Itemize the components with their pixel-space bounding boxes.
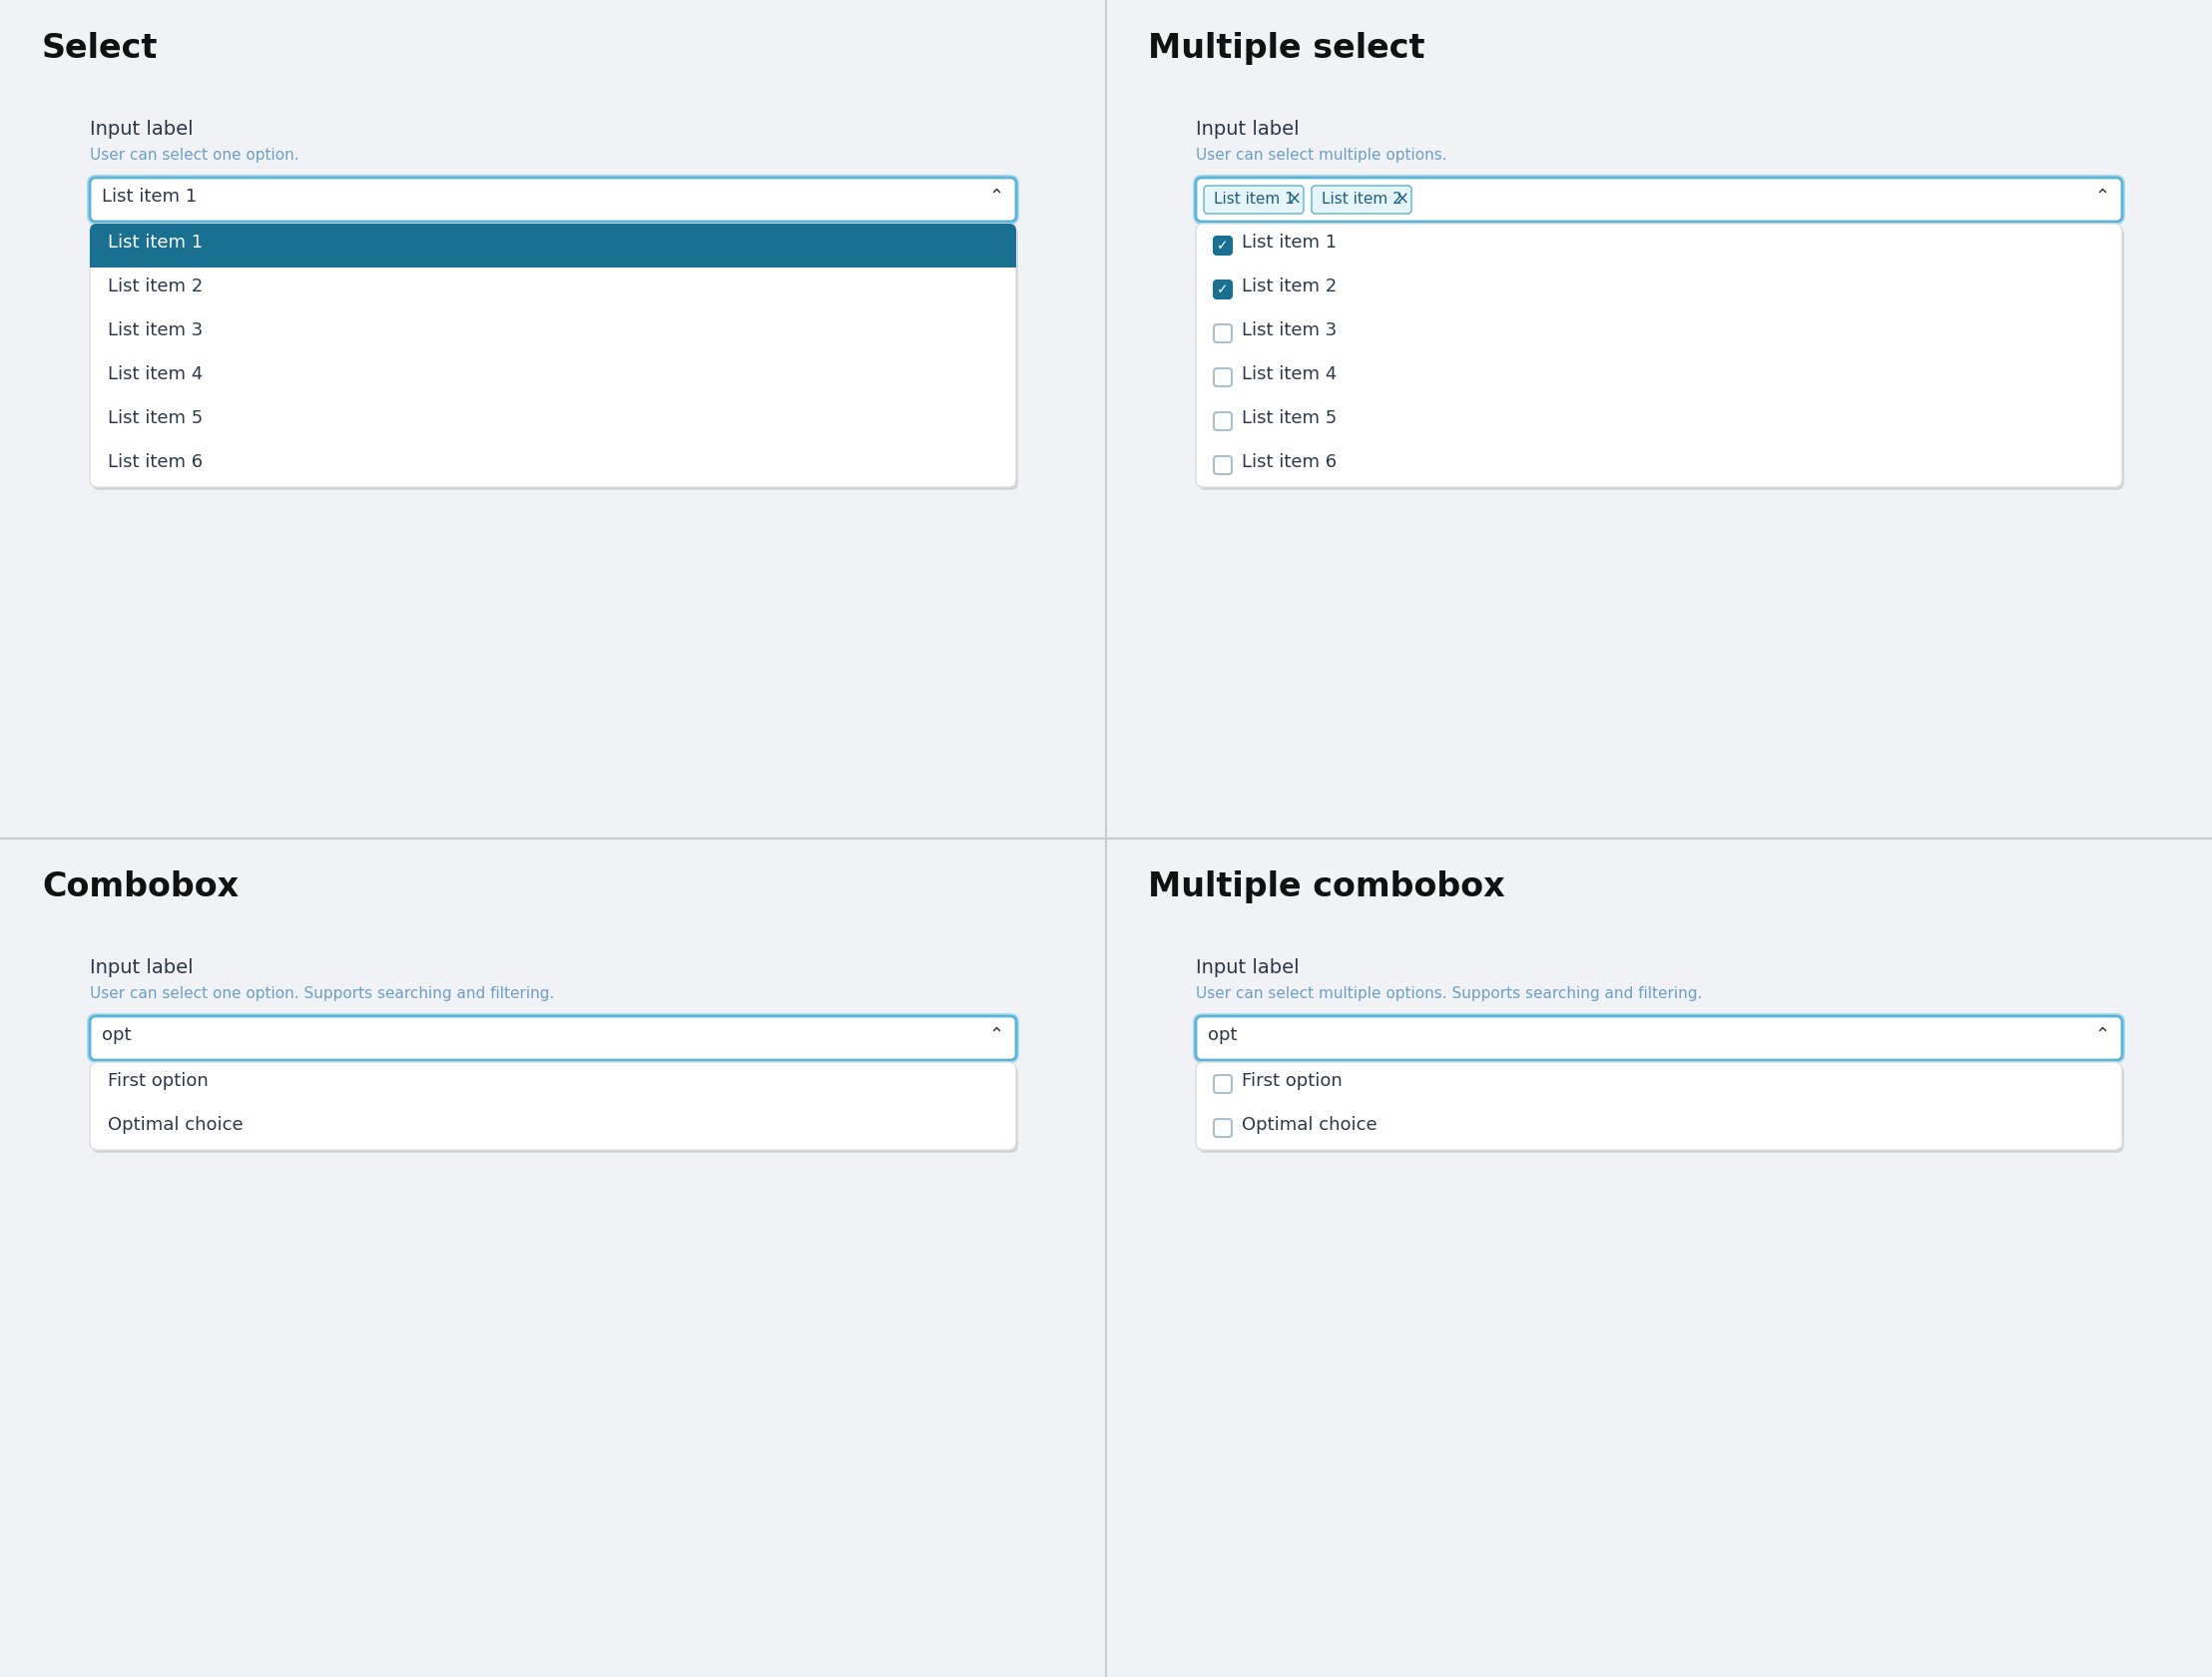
Text: List item 1: List item 1: [1241, 233, 1336, 252]
FancyBboxPatch shape: [1197, 1016, 2121, 1060]
Text: List item 4: List item 4: [108, 366, 204, 384]
Text: List item 3: List item 3: [108, 322, 204, 339]
Text: Input label: Input label: [91, 958, 192, 978]
Bar: [0, 838, 1106, 1677]
FancyBboxPatch shape: [1312, 186, 1411, 213]
Text: List item 1: List item 1: [108, 233, 204, 252]
Text: List item 6: List item 6: [108, 453, 204, 471]
Text: opt: opt: [1208, 1026, 1237, 1045]
Text: opt: opt: [102, 1026, 131, 1045]
FancyBboxPatch shape: [1214, 324, 1232, 342]
Bar: [91, 245, 1015, 268]
FancyBboxPatch shape: [91, 178, 1015, 221]
FancyBboxPatch shape: [1214, 1075, 1232, 1093]
Text: Input label: Input label: [91, 119, 192, 139]
Text: ×: ×: [1287, 191, 1301, 208]
FancyBboxPatch shape: [1214, 236, 1232, 255]
FancyBboxPatch shape: [1214, 369, 1232, 386]
Text: First option: First option: [1241, 1072, 1343, 1090]
FancyBboxPatch shape: [93, 226, 1018, 490]
FancyBboxPatch shape: [1199, 226, 2124, 490]
FancyBboxPatch shape: [91, 223, 1015, 486]
Text: List item 2: List item 2: [1321, 191, 1402, 206]
Text: List item 6: List item 6: [1241, 453, 1336, 471]
FancyBboxPatch shape: [1214, 280, 1232, 299]
FancyBboxPatch shape: [93, 1065, 1018, 1154]
Text: Optimal choice: Optimal choice: [108, 1115, 243, 1134]
FancyBboxPatch shape: [1197, 178, 2121, 221]
Text: List item 1: List item 1: [102, 188, 197, 206]
Bar: [0, 0, 1106, 838]
FancyBboxPatch shape: [91, 1016, 1015, 1060]
FancyBboxPatch shape: [86, 1013, 1020, 1063]
Text: ✓: ✓: [1217, 238, 1228, 253]
Text: Multiple combobox: Multiple combobox: [1148, 870, 1504, 904]
Text: List item 2: List item 2: [108, 277, 204, 295]
Text: ⌃: ⌃: [989, 188, 1004, 206]
Text: User can select multiple options.: User can select multiple options.: [1197, 148, 1447, 163]
Text: ×: ×: [1396, 191, 1409, 208]
Text: Input label: Input label: [1197, 958, 1298, 978]
Text: List item 4: List item 4: [1241, 366, 1336, 384]
Text: Multiple select: Multiple select: [1148, 32, 1425, 65]
Bar: [1106, 838, 2212, 1677]
Text: Select: Select: [42, 32, 157, 65]
Text: ⌃: ⌃: [2095, 1026, 2110, 1045]
FancyBboxPatch shape: [1197, 223, 2121, 486]
FancyBboxPatch shape: [1214, 456, 1232, 475]
Text: User can select one option.: User can select one option.: [91, 148, 299, 163]
FancyBboxPatch shape: [1197, 1062, 2121, 1150]
Text: ✓: ✓: [1217, 282, 1228, 297]
Text: List item 5: List item 5: [108, 409, 204, 428]
FancyBboxPatch shape: [1199, 1065, 2124, 1154]
Text: List item 5: List item 5: [1241, 409, 1336, 428]
FancyBboxPatch shape: [1192, 174, 2126, 225]
FancyBboxPatch shape: [1192, 1013, 2126, 1063]
Text: Input label: Input label: [1197, 119, 1298, 139]
Text: ⌃: ⌃: [989, 1026, 1004, 1045]
Text: User can select multiple options. Supports searching and filtering.: User can select multiple options. Suppor…: [1197, 986, 1703, 1001]
Bar: [1106, 0, 2212, 838]
FancyBboxPatch shape: [91, 223, 1015, 268]
Text: Combobox: Combobox: [42, 870, 239, 904]
Text: ⌃: ⌃: [2095, 188, 2110, 206]
Text: First option: First option: [108, 1072, 208, 1090]
FancyBboxPatch shape: [91, 1062, 1015, 1150]
Text: List item 1: List item 1: [1214, 191, 1294, 206]
Text: Optimal choice: Optimal choice: [1241, 1115, 1378, 1134]
Text: List item 3: List item 3: [1241, 322, 1336, 339]
Text: User can select one option. Supports searching and filtering.: User can select one option. Supports sea…: [91, 986, 555, 1001]
Text: List item 2: List item 2: [1241, 277, 1336, 295]
FancyBboxPatch shape: [86, 174, 1020, 225]
FancyBboxPatch shape: [1203, 186, 1303, 213]
FancyBboxPatch shape: [1214, 1119, 1232, 1137]
FancyBboxPatch shape: [1214, 413, 1232, 431]
